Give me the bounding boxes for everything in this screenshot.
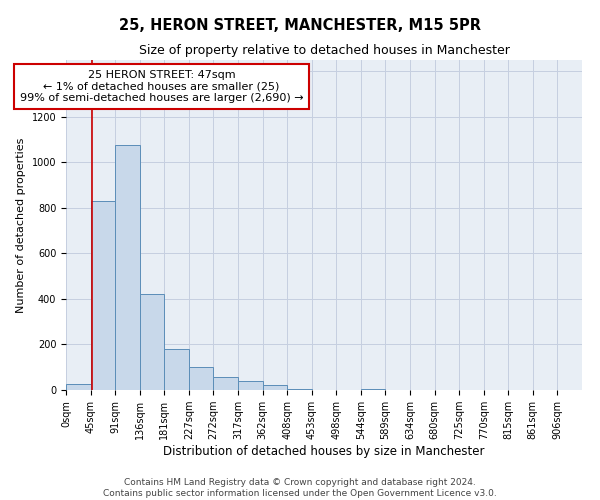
Title: Size of property relative to detached houses in Manchester: Size of property relative to detached ho… [139,44,509,58]
Text: Contains HM Land Registry data © Crown copyright and database right 2024.
Contai: Contains HM Land Registry data © Crown c… [103,478,497,498]
Bar [214,377,238,390]
Bar [263,385,287,390]
X-axis label: Distribution of detached houses by size in Manchester: Distribution of detached houses by size … [163,445,485,458]
Bar [287,389,312,390]
Bar [91,201,115,390]
Text: 25 HERON STREET: 47sqm
← 1% of detached houses are smaller (25)
99% of semi-deta: 25 HERON STREET: 47sqm ← 1% of detached … [20,70,303,103]
Bar [238,382,263,390]
Y-axis label: Number of detached properties: Number of detached properties [16,138,26,312]
Bar [189,367,214,390]
Bar [115,146,140,390]
Bar [140,294,164,390]
Bar [66,384,91,390]
Text: 25, HERON STREET, MANCHESTER, M15 5PR: 25, HERON STREET, MANCHESTER, M15 5PR [119,18,481,32]
Bar [164,349,189,390]
